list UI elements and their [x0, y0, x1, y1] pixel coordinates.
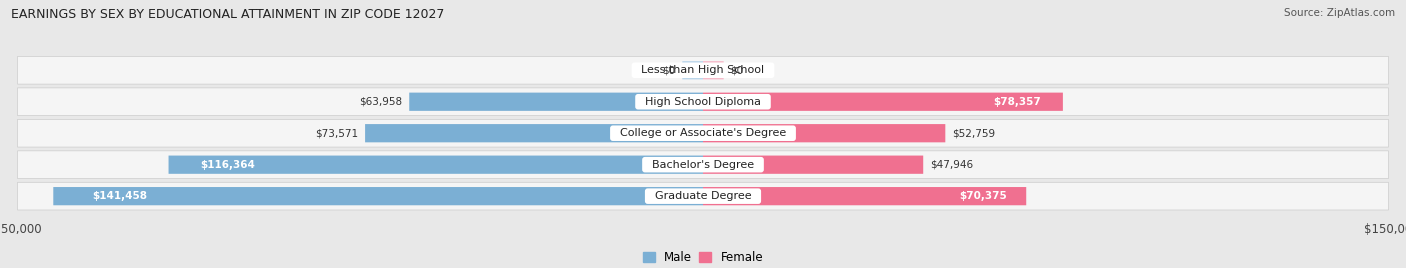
Text: $141,458: $141,458: [93, 191, 148, 201]
Text: Bachelor's Degree: Bachelor's Degree: [645, 160, 761, 170]
FancyBboxPatch shape: [17, 151, 1389, 178]
Text: $116,364: $116,364: [201, 160, 256, 170]
Text: $78,357: $78,357: [994, 97, 1042, 107]
FancyBboxPatch shape: [17, 88, 1389, 116]
FancyBboxPatch shape: [703, 93, 1063, 111]
Text: High School Diploma: High School Diploma: [638, 97, 768, 107]
Text: $47,946: $47,946: [931, 160, 973, 170]
Text: Less than High School: Less than High School: [634, 65, 772, 75]
FancyBboxPatch shape: [169, 155, 703, 174]
Text: $63,958: $63,958: [359, 97, 402, 107]
FancyBboxPatch shape: [53, 187, 703, 205]
Text: $73,571: $73,571: [315, 128, 359, 138]
FancyBboxPatch shape: [703, 155, 924, 174]
Text: College or Associate's Degree: College or Associate's Degree: [613, 128, 793, 138]
Text: Source: ZipAtlas.com: Source: ZipAtlas.com: [1284, 8, 1395, 18]
FancyBboxPatch shape: [17, 182, 1389, 210]
Text: $0: $0: [662, 65, 675, 75]
Legend: Male, Female: Male, Female: [638, 246, 768, 268]
FancyBboxPatch shape: [682, 61, 703, 79]
FancyBboxPatch shape: [366, 124, 703, 142]
Text: EARNINGS BY SEX BY EDUCATIONAL ATTAINMENT IN ZIP CODE 12027: EARNINGS BY SEX BY EDUCATIONAL ATTAINMEN…: [11, 8, 444, 21]
Text: $0: $0: [731, 65, 744, 75]
Text: Graduate Degree: Graduate Degree: [648, 191, 758, 201]
FancyBboxPatch shape: [17, 57, 1389, 84]
FancyBboxPatch shape: [703, 124, 945, 142]
Text: $52,759: $52,759: [952, 128, 995, 138]
FancyBboxPatch shape: [409, 93, 703, 111]
FancyBboxPatch shape: [17, 119, 1389, 147]
FancyBboxPatch shape: [703, 61, 724, 79]
FancyBboxPatch shape: [703, 187, 1026, 205]
Text: $70,375: $70,375: [959, 191, 1007, 201]
